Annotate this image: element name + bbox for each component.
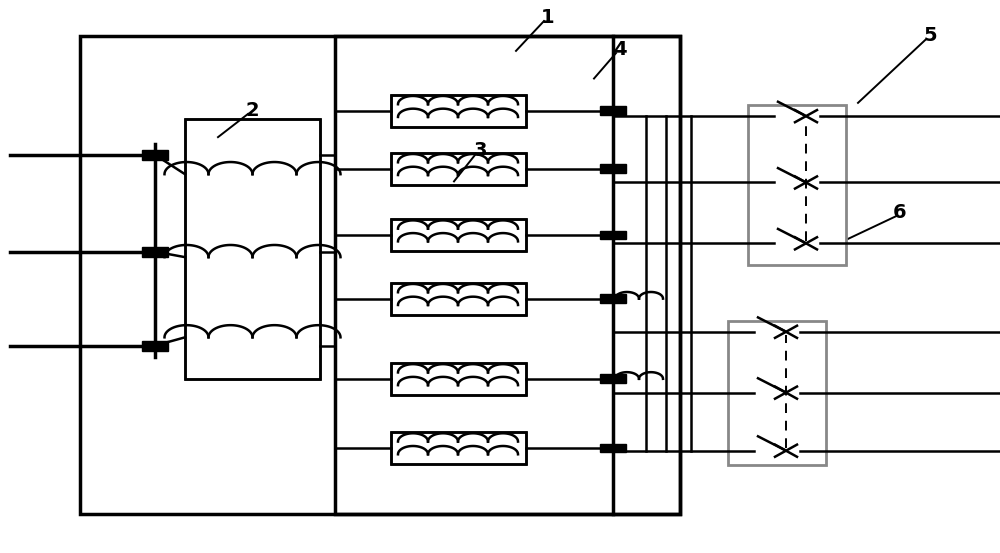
Bar — [600, 444, 626, 452]
Bar — [185, 119, 320, 379]
Bar — [185, 119, 320, 379]
Bar — [80, 36, 680, 514]
Bar — [600, 294, 626, 303]
Text: 2: 2 — [245, 101, 259, 120]
Bar — [390, 283, 526, 315]
Bar — [142, 150, 168, 160]
Bar — [390, 219, 526, 251]
Text: 6: 6 — [893, 204, 907, 222]
Bar — [142, 247, 168, 257]
Bar — [390, 95, 526, 127]
Bar — [390, 153, 526, 185]
Bar — [748, 105, 846, 265]
Bar — [390, 363, 526, 395]
Bar — [390, 363, 526, 395]
Bar — [600, 374, 626, 383]
Bar — [600, 106, 626, 115]
Bar — [390, 95, 526, 127]
Text: 5: 5 — [923, 27, 937, 45]
Text: 4: 4 — [613, 40, 627, 59]
Bar — [142, 341, 168, 351]
Bar — [390, 432, 526, 464]
Bar — [390, 153, 526, 185]
Bar — [600, 164, 626, 173]
Text: 3: 3 — [473, 141, 487, 160]
Text: 1: 1 — [541, 8, 555, 27]
Bar — [335, 36, 680, 514]
Bar — [600, 231, 626, 239]
Bar — [390, 219, 526, 251]
Bar — [390, 283, 526, 315]
Bar — [390, 432, 526, 464]
Bar — [728, 321, 826, 465]
